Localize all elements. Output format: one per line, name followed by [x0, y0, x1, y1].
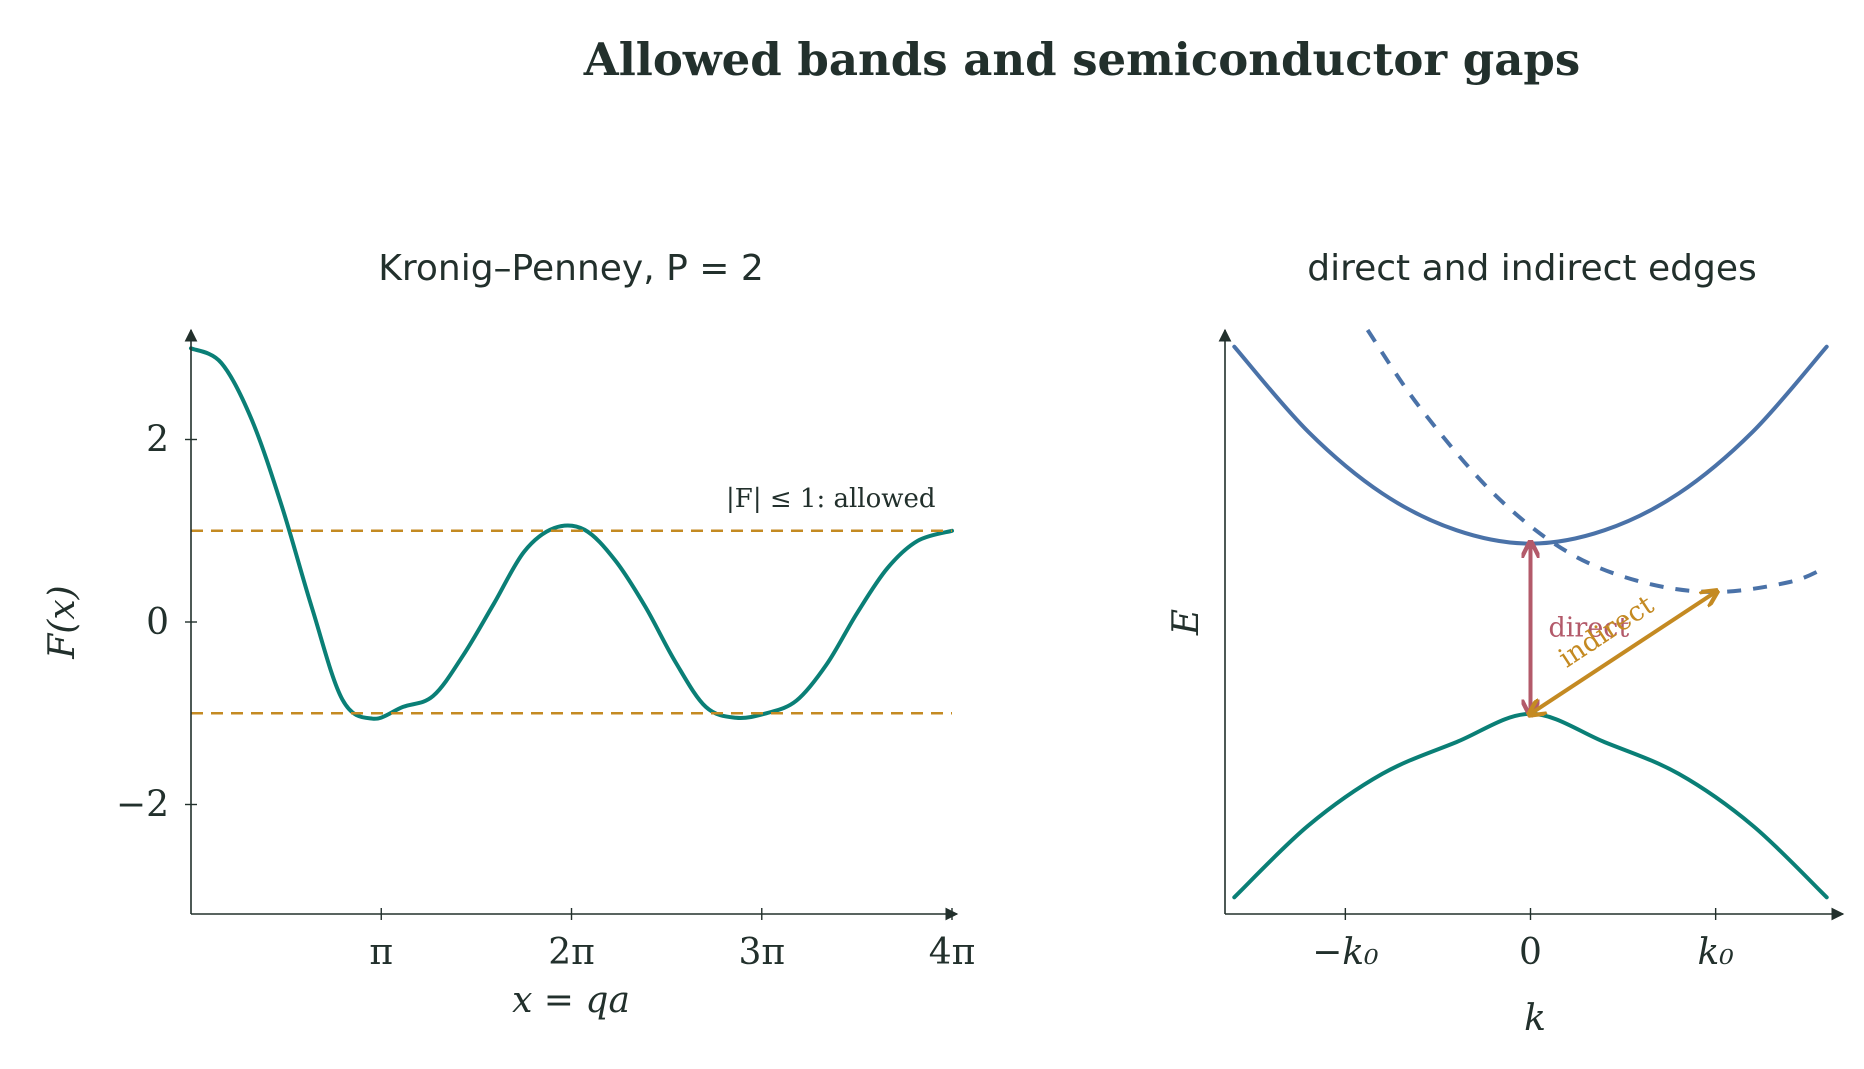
panel-1-y-label: F(x) — [42, 585, 83, 659]
panel-2-series-valence-band — [1232, 711, 1829, 900]
figure-title: Allowed bands and semiconductor gaps — [583, 33, 1580, 86]
panel-2-x-tick-label: 0 — [1519, 932, 1542, 973]
panel-1-x-tick-label: π — [369, 932, 393, 973]
panel-2-series-conduction-band-indirect — [1365, 328, 1828, 595]
panel-1-title: Kronig–Penney, P = 2 — [378, 248, 764, 289]
indirect-transition-arrow — [1531, 592, 1716, 714]
panel-1-x-tick-label: 3π — [738, 932, 785, 973]
panel-1-x-tick-label: 2π — [548, 932, 595, 973]
panel-2-x-tick-label: −k₀ — [1312, 932, 1378, 973]
band-edges-panel: direct and indirect edges directindirect… — [1166, 248, 1845, 1039]
panel-2-series-conduction-band-direct — [1232, 344, 1829, 546]
panel-2-title: direct and indirect edges — [1307, 248, 1756, 289]
panel-1-ticks: π 2π 3π 4π 2 0 −2 — [116, 420, 975, 974]
panel-1-series — [189, 346, 954, 721]
panel-2-x-label: k — [1524, 998, 1546, 1039]
panel-2-ticks: −k₀ 0 k₀ — [1312, 908, 1734, 973]
panel-2-x-tick-label: k₀ — [1698, 932, 1734, 973]
panel-2-y-label: E — [1166, 609, 1207, 636]
panel-1-y-tick-label: 0 — [146, 602, 169, 643]
panel-1-x-tick-label: 4π — [929, 932, 976, 973]
panel-1-series-curve — [189, 346, 954, 721]
panel-1-y-tick-label: −2 — [116, 785, 169, 826]
kronig-penney-panel: Kronig–Penney, P = 2 π 2π 3π 4π 2 0 −2 |F| ≤ 1… — [42, 248, 975, 1021]
panel-1-y-tick-label: 2 — [146, 420, 169, 461]
panel-1-x-label: x = qa — [512, 980, 630, 1021]
panel-1-annotation: |F| ≤ 1: allowed — [726, 484, 936, 514]
